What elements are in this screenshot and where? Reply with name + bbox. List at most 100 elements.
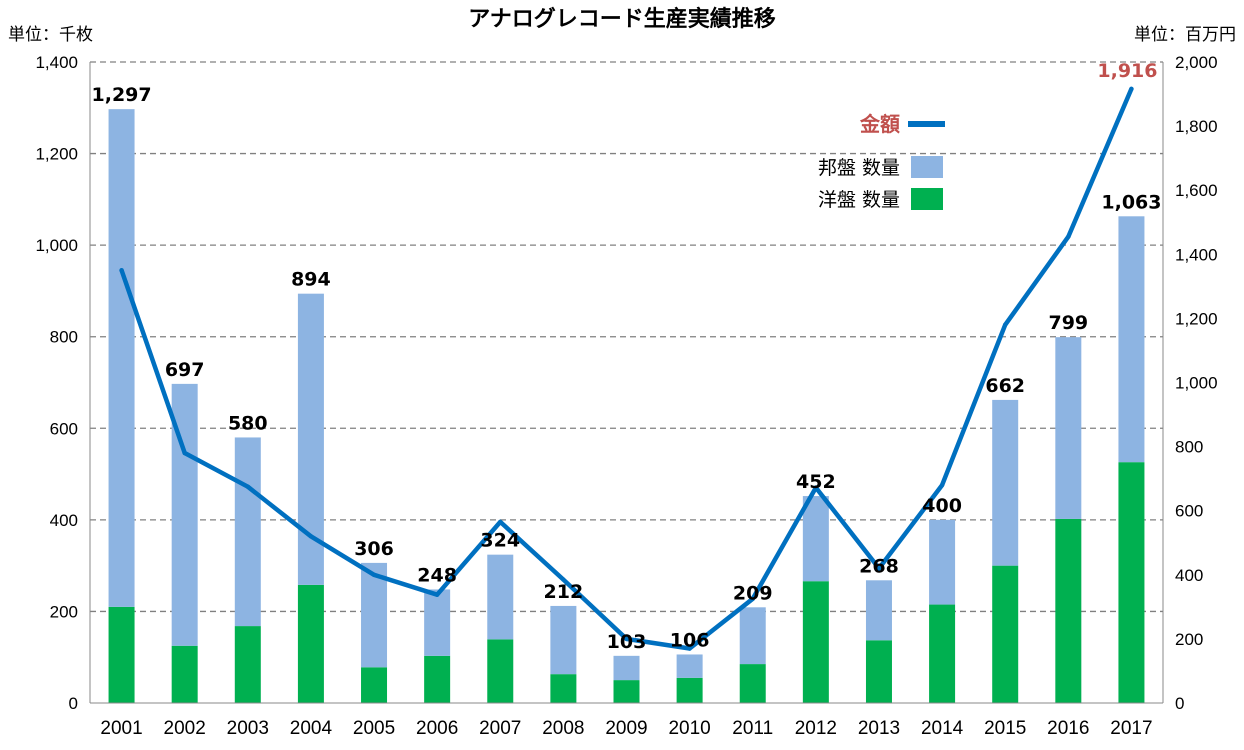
legend-label-domestic: 邦盤 数量 [818, 157, 900, 179]
y-right-tick-label: 1,400 [1175, 245, 1218, 264]
bar-domestic [234, 437, 261, 627]
y-left-tick-label: 800 [50, 328, 78, 347]
bar-foreign [550, 674, 577, 703]
amount-point [1003, 322, 1008, 328]
axes [89, 62, 1164, 704]
x-tick-label: 2011 [732, 718, 773, 739]
y-left-tick-label: 0 [69, 694, 78, 713]
bar-total-label: 580 [228, 412, 268, 434]
x-tick-label: 2013 [858, 718, 900, 739]
amount-point [1066, 234, 1071, 239]
bar-domestic [676, 654, 703, 678]
x-tick-label: 2017 [1110, 718, 1152, 739]
bar-total-label: 799 [1048, 312, 1088, 334]
gridlines [90, 61, 1163, 613]
amount-line [119, 86, 1134, 651]
x-tick-label: 2007 [479, 718, 521, 739]
bar-domestic [550, 605, 577, 675]
amount-point [687, 646, 692, 651]
x-tick-label: 2009 [605, 718, 647, 739]
bar-foreign [929, 604, 956, 703]
amount-point [750, 596, 755, 602]
bar-total-label: 452 [796, 471, 836, 493]
bar-total-label: 697 [165, 359, 205, 381]
bar-foreign [739, 664, 766, 703]
bar-foreign [1055, 518, 1082, 703]
y-right-tick-label: 400 [1175, 566, 1203, 585]
amount-line-series [119, 86, 1134, 651]
legend-label-foreign: 洋盤 数量 [818, 189, 900, 211]
x-tick-label: 2012 [795, 718, 837, 739]
amount-point [939, 482, 945, 488]
bar-foreign [297, 584, 324, 703]
bar-domestic [424, 589, 451, 656]
bar-foreign [676, 677, 703, 703]
bar-total-label: 324 [480, 530, 520, 552]
y-right-tick-label: 1,000 [1175, 374, 1218, 393]
amount-end-label: 1,916 [1097, 60, 1157, 82]
bar-total-label: 103 [607, 631, 647, 653]
chart-title: アナログレコード生産実績推移 [468, 6, 776, 32]
amount-point [245, 484, 250, 489]
x-tick-label: 2003 [227, 718, 269, 739]
y-right-tick-label: 600 [1175, 502, 1203, 521]
x-tick-label: 2001 [100, 718, 142, 739]
x-tick-label: 2016 [1047, 718, 1089, 739]
x-tick-label: 2015 [984, 718, 1026, 739]
y-left-tick-label: 200 [50, 602, 78, 621]
bar-domestic [865, 580, 892, 641]
bar-total-label: 209 [733, 582, 773, 604]
bar-foreign [865, 640, 892, 703]
y-right-tick-label: 0 [1175, 694, 1184, 713]
amount-point [119, 268, 124, 273]
bar-foreign [1118, 462, 1145, 703]
y-right-tick-label: 200 [1175, 630, 1203, 649]
bar-domestic [739, 607, 766, 665]
bar-domestic [487, 554, 514, 640]
amount-point [371, 572, 377, 577]
bar-foreign [361, 667, 388, 703]
left-axis-unit: 単位：千枚 [8, 25, 93, 45]
bar-total-label: 212 [544, 581, 584, 603]
bar-foreign [171, 645, 198, 703]
y-right-tick-label: 1,200 [1175, 309, 1218, 328]
bar-domestic [992, 399, 1019, 566]
bar-total-label: 248 [417, 564, 457, 586]
bar-domestic [929, 519, 956, 605]
bar-domestic [108, 109, 135, 607]
legend-swatch-domestic [911, 156, 943, 178]
bar-domestic [802, 496, 829, 582]
y-right-tick-label: 2,000 [1175, 53, 1218, 72]
bar-foreign [234, 626, 261, 703]
x-tick-labels: 2001 2002 2003 2004 2005 2006 2007 2008 2009 2010… [100, 718, 1152, 739]
bar-foreign [802, 581, 829, 703]
x-tick-label: 2006 [416, 718, 458, 739]
amount-point [624, 636, 629, 642]
bar-foreign [613, 680, 640, 703]
y-left-tick-label: 1,400 [35, 53, 78, 72]
y-right-tick-label: 800 [1175, 438, 1203, 457]
bar-domestic [613, 655, 640, 681]
x-tick-label: 2004 [290, 718, 333, 739]
bar-total-label: 106 [670, 629, 710, 651]
y-right-tick-label: 1,800 [1175, 117, 1218, 136]
amount-point [434, 592, 440, 597]
bar-domestic [1118, 216, 1145, 463]
bar-total-label: 1,063 [1101, 191, 1161, 213]
bar-total-label: 894 [291, 269, 331, 291]
right-tick-labels: 0 200 400 600 800 1,000 1,200 1,400 1,600 1,800 2,… [1175, 53, 1218, 713]
bar-total-label: 400 [922, 495, 962, 517]
bar-foreign [424, 655, 451, 703]
bar-domestic [1055, 337, 1082, 519]
amount-point [1129, 86, 1134, 92]
right-axis-unit: 単位：百万円 [1134, 25, 1236, 45]
legend-label-amount: 金額 [859, 112, 900, 136]
amount-point [308, 534, 314, 539]
y-left-tick-label: 600 [50, 419, 78, 438]
bar-total-label: 268 [859, 555, 899, 577]
bar-foreign [487, 639, 514, 703]
data-labels: 1,297 697 580 894 306 248 324 212 103 106 209 452 26… [92, 60, 1162, 653]
left-tick-labels: 0 200 400 600 800 1,000 1,200 1,400 [35, 53, 78, 713]
y-right-tick-label: 1,600 [1175, 181, 1218, 200]
y-left-tick-label: 1,200 [35, 145, 78, 164]
